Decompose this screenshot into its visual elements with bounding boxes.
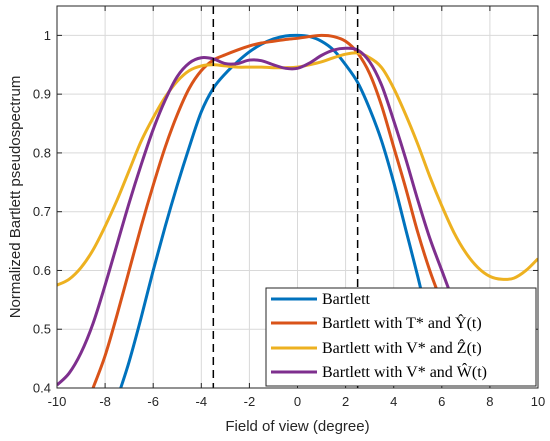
x-tick-label: 10 (531, 394, 545, 409)
legend-label-bartlett-v-w: Bartlett with V* and Ŵ(t) (322, 362, 487, 381)
legend-entry-bartlett-v-z: Bartlett with V* and Ẑ(t) (271, 338, 482, 357)
x-tick-label: 8 (486, 394, 493, 409)
x-tick-label: 4 (390, 394, 397, 409)
y-tick-label: 0.7 (33, 204, 51, 219)
x-tick-label: -6 (147, 394, 159, 409)
series-line-bartlett-v-w (57, 46, 468, 387)
x-tick-label: 2 (342, 394, 349, 409)
y-tick-label: 0.6 (33, 263, 51, 278)
legend-box (265, 287, 537, 387)
y-axis-label: Normalized Bartlett pseudospectrum (7, 76, 24, 319)
x-tick-label: -10 (48, 394, 67, 409)
y-tick-label: 1 (44, 28, 51, 43)
y-tick-label: 0.9 (33, 87, 51, 102)
x-tick-label: -2 (244, 394, 256, 409)
series-line-bartlett-t-y (91, 33, 456, 388)
y-tick-label: 0.4 (33, 381, 51, 396)
legend: Bartlett Bartlett with T* and Ŷ(t) Bartl… (265, 287, 537, 387)
series-line-bartlett (119, 33, 429, 388)
x-tick-label: -8 (99, 394, 111, 409)
legend-entry-bartlett-t-y: Bartlett with T* and Ŷ(t) (271, 313, 482, 332)
x-tick-label: 0 (294, 394, 301, 409)
legend-label-bartlett-t-y: Bartlett with T* and Ŷ(t) (322, 313, 482, 332)
series-layer (57, 33, 538, 388)
ticks: -10 -8 -6 -4 -2 0 2 4 6 8 10 0.4 0.5 0.6 0.7 0.8 0.9 1 (33, 6, 545, 409)
x-axis-label: Field of view (degree) (225, 418, 369, 435)
y-tick-label: 0.8 (33, 145, 51, 160)
x-tick-label: -4 (196, 394, 208, 409)
legend-label-bartlett: Bartlett (322, 291, 371, 308)
y-tick-label: 0.5 (33, 322, 51, 337)
legend-entry-bartlett: Bartlett (271, 291, 371, 308)
legend-label-bartlett-v-z: Bartlett with V* and Ẑ(t) (322, 338, 482, 357)
x-tick-label: 6 (438, 394, 445, 409)
legend-entry-bartlett-v-w: Bartlett with V* and Ŵ(t) (271, 362, 487, 381)
